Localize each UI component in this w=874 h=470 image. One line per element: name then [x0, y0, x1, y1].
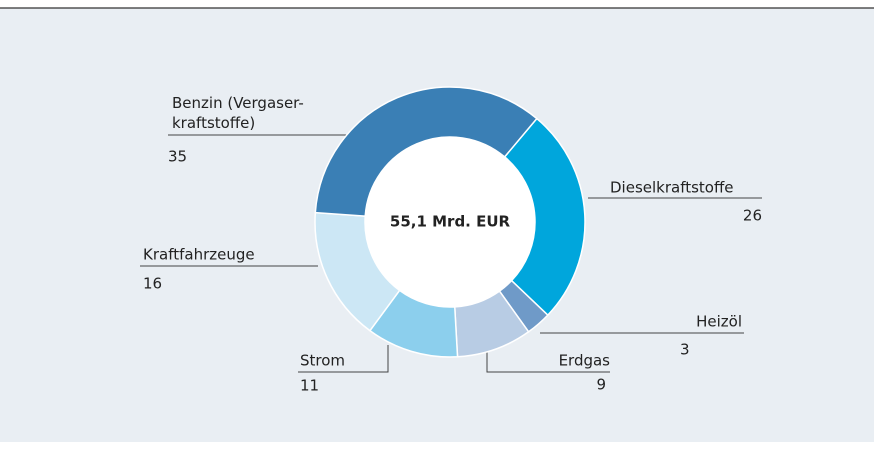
- slice-value: 16: [143, 275, 162, 293]
- center-label: 55,1 Mrd. EUR: [390, 213, 511, 231]
- leader: [298, 345, 389, 373]
- slice-label: Erdgas: [559, 352, 611, 370]
- slice-label: Kraftfahrzeuge: [143, 246, 255, 264]
- slice-label: Benzin (Vergaser-kraftstoffe): [172, 94, 304, 132]
- slice-value: 3: [680, 341, 690, 359]
- slice-label: Dieselkraftstoffe: [610, 179, 734, 197]
- donut-hole: [365, 137, 535, 307]
- slice-value: 26: [743, 207, 762, 225]
- slice-value: 35: [168, 148, 187, 166]
- leader-lines: [140, 134, 762, 373]
- slice-label: Heizöl: [696, 313, 742, 331]
- slice-label: Strom: [300, 352, 345, 370]
- slice-value: 11: [300, 377, 319, 395]
- slice-value: 9: [596, 376, 606, 394]
